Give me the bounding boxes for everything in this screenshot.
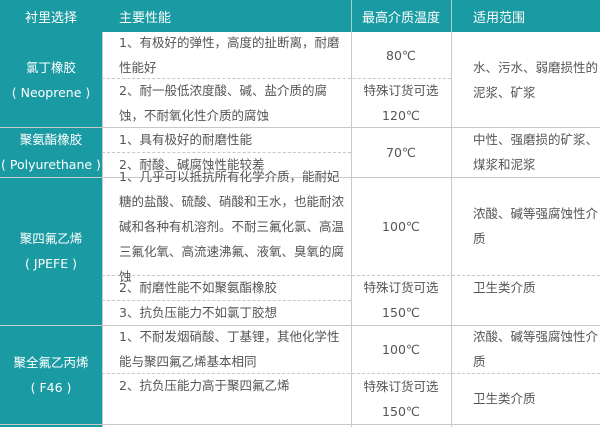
dashed-divider [102, 152, 351, 153]
lining-name: 聚氨酯橡胶 [19, 132, 83, 147]
special-order-label: 特殊订货可选 [363, 82, 439, 98]
range: 卫生类介质 [473, 391, 536, 406]
divider [0, 424, 600, 425]
max-temp: 80℃ [386, 47, 416, 63]
range: 水、污水、弱磨损性的泥浆、矿浆 [473, 59, 599, 100]
range: 中性、强磨损的矿浆、煤浆和泥浆 [473, 132, 599, 172]
special-order-label: 特殊订货可选 [363, 378, 439, 394]
special-temp: 特殊订货可选 120℃ [351, 78, 451, 127]
special-temp-value: 150℃ [382, 305, 420, 320]
divider [451, 32, 452, 427]
lining-code: ( JPEFE ) [25, 256, 77, 271]
lining-code: ( Polyurethane ) [1, 157, 101, 172]
max-temp: 70℃ [386, 144, 416, 160]
property: 1、具有极好的耐磨性能 [119, 132, 252, 147]
special-temp-value: 150℃ [382, 403, 420, 419]
dashed-divider [102, 78, 451, 79]
lining-code: ( Neoprene ) [11, 84, 91, 100]
divider [102, 32, 103, 427]
header-range: 适用范围 [473, 11, 526, 26]
first-column-bg [0, 0, 102, 427]
divider [0, 177, 600, 178]
special-temp-value: 120℃ [382, 107, 420, 123]
lining-name: 聚四氟乙烯 [19, 231, 83, 246]
range: 卫生类介质 [473, 280, 536, 295]
property: 2、耐酸、碱腐蚀性能较差 [119, 157, 265, 172]
property: 1、不耐发烟硝酸、丁基锂，其他化学性能与聚四氟乙烯基本相同 [119, 329, 340, 369]
divider [0, 325, 600, 326]
divider [0, 127, 600, 128]
property: 3、抗负压能力不如氯丁胶想 [119, 305, 277, 320]
property: 2、抗负压能力高于聚四氟乙烯 [119, 378, 290, 393]
lining-polyurethane: 聚氨酯橡胶 ( Polyurethane ) [0, 127, 102, 177]
lining-neoprene: 氯丁橡胶 ( Neoprene ) [0, 32, 102, 127]
header-properties: 主要性能 [119, 11, 172, 26]
special-order-label: 特殊订货可选 [363, 280, 439, 295]
lining-name: 氯丁橡胶 [25, 59, 76, 75]
property: 1、几乎可以抵抗所有化学介质，能耐妃糖的盐酸、硫酸、硝酸和王水，也能耐浓碱和各种… [119, 168, 345, 284]
dashed-divider [102, 373, 600, 374]
special-temp: 特殊订货可选 150℃ [351, 373, 451, 424]
dashed-divider [102, 300, 351, 301]
lining-ptfe: 聚四氟乙烯 ( JPEFE ) [0, 177, 102, 325]
range: 浓酸、碱等强腐蚀性介质 [473, 329, 599, 369]
lining-f46: 聚全氟乙丙烯 ( F46 ) [0, 325, 102, 424]
header-lining: 衬里选择 [24, 11, 77, 26]
divider [351, 32, 352, 427]
property: 2、耐一般低浓度酸、碱、盐介质的腐蚀，不耐氧化性介质的腐蚀 [119, 82, 327, 123]
max-temp: 100℃ [382, 218, 420, 234]
lining-code: ( F46 ) [30, 379, 72, 395]
dashed-divider [102, 275, 600, 276]
special-temp: 特殊订货可选 150℃ [351, 275, 451, 325]
property: 2、耐磨性能不如聚氨酯橡胶 [119, 280, 277, 295]
header-max-temp: 最高介质温度 [361, 11, 440, 26]
range: 浓酸、碱等强腐蚀性介质 [473, 206, 599, 246]
max-temp: 100℃ [382, 341, 420, 357]
lining-name: 聚全氟乙丙烯 [13, 354, 89, 370]
property: 1、有极好的弹性，高度的扯断离，耐磨性能好 [119, 35, 340, 75]
